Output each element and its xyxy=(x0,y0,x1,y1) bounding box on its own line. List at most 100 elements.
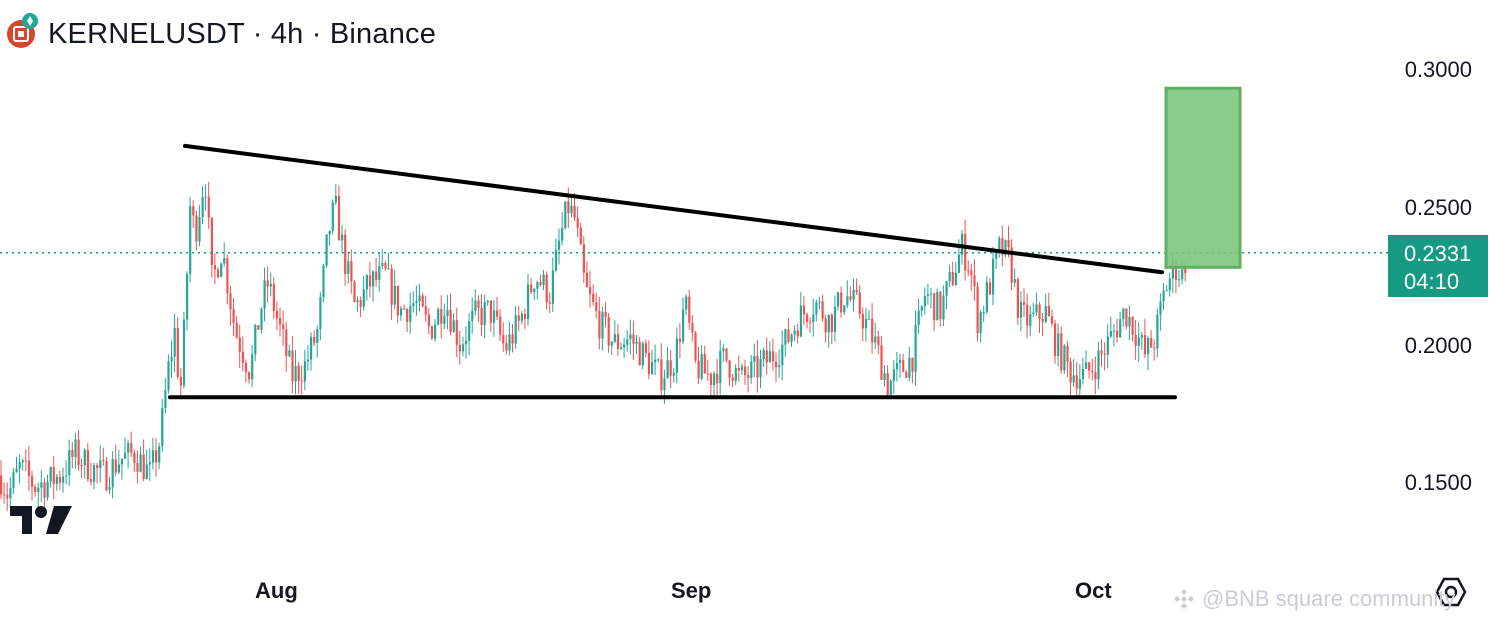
candle-body xyxy=(542,274,545,286)
candle-body xyxy=(251,354,254,380)
candle-body xyxy=(1035,304,1038,313)
candle-body xyxy=(418,295,421,302)
candle-body xyxy=(434,324,437,339)
candle-body xyxy=(951,272,954,285)
candle-body xyxy=(883,373,886,380)
candle-body xyxy=(415,301,418,304)
candle-body xyxy=(675,338,678,373)
candle-body xyxy=(976,286,979,334)
candle-body xyxy=(303,361,306,382)
candle-body xyxy=(694,332,697,361)
candle-body xyxy=(592,293,595,303)
candle-body xyxy=(914,324,917,372)
candle-body xyxy=(155,450,158,463)
candle-body xyxy=(899,360,902,363)
candle-body xyxy=(406,309,409,322)
candle-body xyxy=(657,359,660,361)
candle-body xyxy=(809,321,812,323)
candle-body xyxy=(306,359,310,362)
candle-body xyxy=(34,486,37,492)
candle-body xyxy=(1109,330,1112,337)
last-price-value: 0.2331 xyxy=(1404,241,1472,266)
candle-body xyxy=(554,249,558,271)
candle-body xyxy=(1137,337,1140,346)
candle-body xyxy=(843,305,846,313)
candle-body xyxy=(508,334,511,351)
candle-body xyxy=(496,310,499,317)
candle-body xyxy=(517,315,520,321)
price-tick-0: 0.3000 xyxy=(1404,57,1472,82)
candle-body xyxy=(499,316,502,335)
candle-body xyxy=(623,344,626,348)
candle-body xyxy=(291,350,294,382)
candle-body xyxy=(579,227,582,245)
candle-body xyxy=(151,450,155,463)
candle-body xyxy=(1063,345,1066,371)
candle-body xyxy=(356,300,359,302)
candle-body xyxy=(102,460,105,462)
candle-body xyxy=(117,464,120,473)
candle-body xyxy=(548,302,551,304)
candle-body xyxy=(744,366,747,376)
watermark: @BNB square community xyxy=(1172,586,1455,612)
candle-body xyxy=(992,258,995,295)
candle-body xyxy=(889,380,892,395)
candle-body xyxy=(176,327,179,377)
candle-body xyxy=(260,308,263,330)
tradingview-logo-icon[interactable] xyxy=(10,504,74,541)
candle-body xyxy=(1119,319,1122,338)
candle-body xyxy=(52,467,55,485)
candle-body xyxy=(449,309,452,332)
candle-body xyxy=(210,217,213,265)
candle-body xyxy=(49,467,52,482)
candle-body xyxy=(948,272,951,282)
candle-body xyxy=(412,303,415,307)
candle-body xyxy=(3,494,6,496)
candle-body xyxy=(1150,337,1153,348)
descending-trendline[interactable] xyxy=(183,143,1164,275)
candle-body xyxy=(421,295,424,307)
candle-body xyxy=(858,292,861,315)
candle-body xyxy=(920,306,923,311)
candle-body xyxy=(365,275,368,290)
candle-body xyxy=(120,458,124,465)
candle-body xyxy=(409,306,412,322)
candle-body xyxy=(551,270,554,304)
time-tick-sep: Sep xyxy=(671,578,712,603)
candle-body xyxy=(316,329,319,343)
candle-body xyxy=(740,366,744,371)
candle-body xyxy=(167,361,170,391)
candle-body xyxy=(855,289,858,293)
settings-hexagon-icon[interactable] xyxy=(1434,575,1468,614)
target-box[interactable] xyxy=(1164,86,1242,269)
candle-body xyxy=(576,217,579,228)
candle-body xyxy=(678,338,682,342)
candle-body xyxy=(285,329,288,357)
candle-body xyxy=(96,465,99,469)
candle-body xyxy=(1013,279,1016,283)
candle-body xyxy=(753,355,756,362)
candle-body xyxy=(926,294,930,297)
price-tick-1: 0.2500 xyxy=(1404,195,1472,220)
candle-body xyxy=(806,314,809,322)
candle-body xyxy=(1162,290,1165,302)
candle-body xyxy=(381,263,384,267)
candle-body xyxy=(1050,316,1054,324)
candle-body xyxy=(530,284,533,293)
candle-body xyxy=(254,325,257,355)
candle-body xyxy=(43,482,46,498)
candle-body xyxy=(21,460,24,463)
candle-body xyxy=(768,351,771,363)
candle-body xyxy=(502,334,505,344)
candle-body xyxy=(961,234,964,255)
candle-body xyxy=(644,343,647,353)
candle-body xyxy=(1023,302,1026,305)
candle-body xyxy=(83,449,86,466)
chart-title: KERNELUSDT · 4h · Binance xyxy=(48,17,437,50)
candle-body xyxy=(248,372,251,380)
candle-body xyxy=(1010,247,1013,283)
bar-countdown: 04:10 xyxy=(1404,269,1460,294)
candle-body xyxy=(226,258,229,294)
candle-body xyxy=(1066,345,1069,362)
